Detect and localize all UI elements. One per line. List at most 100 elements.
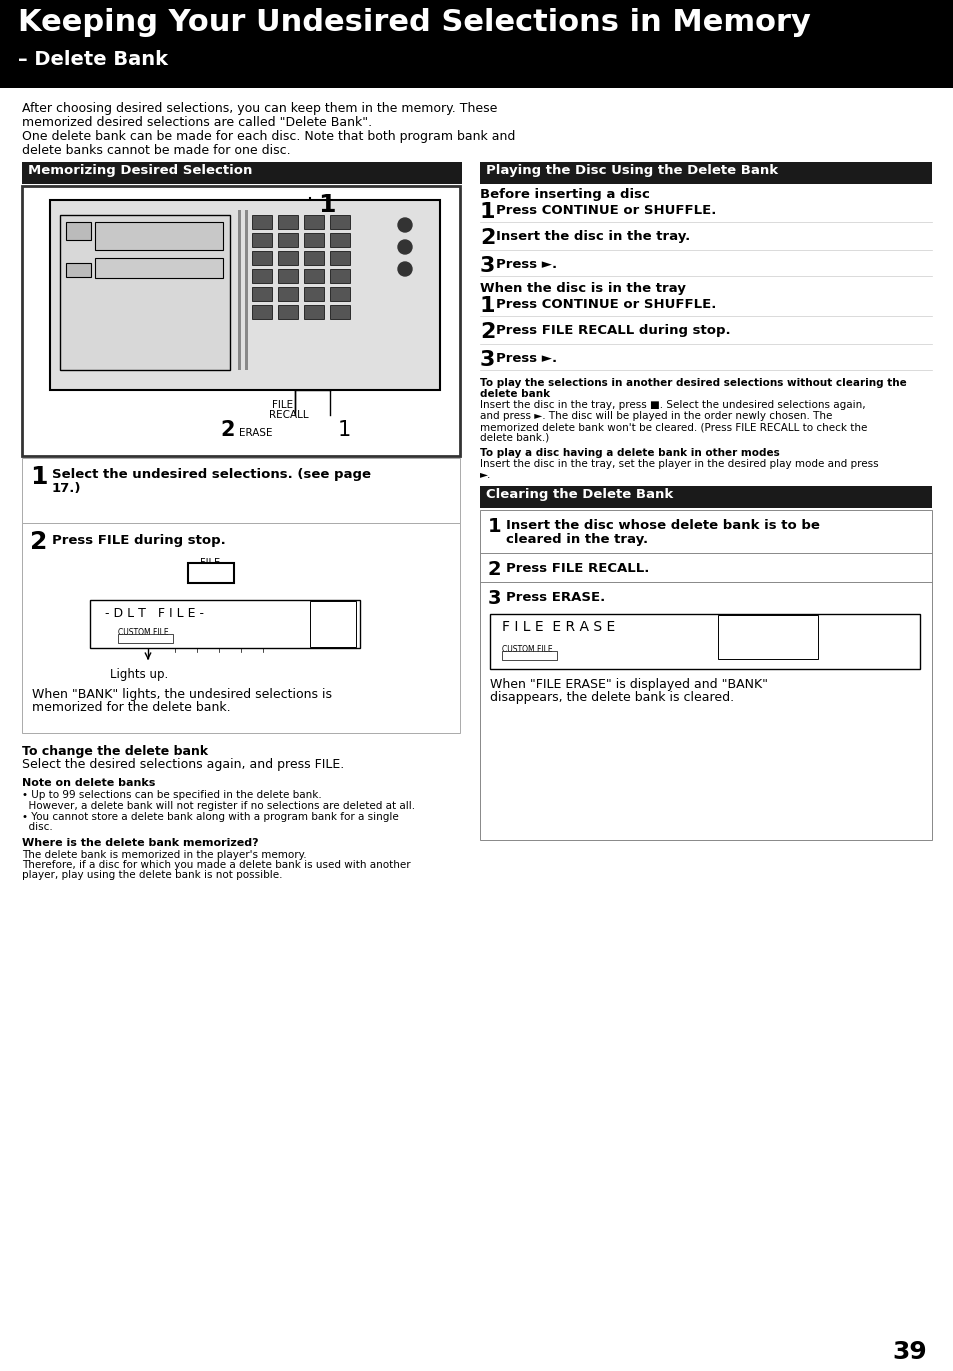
Bar [237,210,241,370]
Text: To change the delete bank: To change the delete bank [22,744,208,758]
Bar [304,215,324,229]
Text: Therefore, if a disc for which you made a delete bank is used with another: Therefore, if a disc for which you made … [22,860,410,871]
Bar [304,251,324,265]
Text: Press FILE RECALL during stop.: Press FILE RECALL during stop. [496,324,730,337]
Text: memorized delete bank won't be cleared. (Press FILE RECALL to check the: memorized delete bank won't be cleared. … [479,422,866,432]
Text: 9: 9 [334,616,338,625]
Text: 4: 4 [780,617,784,627]
Text: FILE: FILE [272,400,293,410]
Text: 7: 7 [740,633,744,642]
Text: • Up to 99 selections can be specified in the delete bank.: • Up to 99 selections can be specified i… [22,790,321,801]
Bar [188,563,233,583]
Text: F I L E  E R A S E: F I L E E R A S E [501,620,615,633]
Text: disc.: disc. [22,823,52,832]
Bar [277,304,297,319]
Text: and press ►. The disc will be played in the order newly chosen. The: and press ►. The disc will be played in … [479,411,832,421]
Bar [490,614,919,669]
Text: 6: 6 [312,616,316,625]
Text: Playing the Disc Using the Delete Bank: Playing the Disc Using the Delete Bank [485,165,778,177]
Text: Press FILE during stop.: Press FILE during stop. [52,533,226,547]
Bar [330,251,350,265]
Bar [501,651,557,659]
Text: Press CONTINUE or SHUFFLE.: Press CONTINUE or SHUFFLE. [496,204,716,217]
Text: Press CONTINUE or SHUFFLE.: Press CONTINUE or SHUFFLE. [496,298,716,311]
Bar [304,287,324,302]
Bar [330,287,350,302]
Bar [22,522,459,733]
Text: 5: 5 [345,603,350,611]
Bar [330,304,350,319]
Bar [22,162,461,184]
Text: • You cannot store a delete bank along with a program bank for a single: • You cannot store a delete bank along w… [22,812,398,823]
Text: 10: 10 [341,616,352,625]
Text: 2: 2 [479,228,495,248]
Text: - D L T   F I L E -: - D L T F I L E - [105,607,204,620]
Text: BANK: BANK [125,635,146,644]
Text: delete bank.): delete bank.) [479,433,549,443]
Text: memorized for the delete bank.: memorized for the delete bank. [32,701,231,714]
Bar [252,251,272,265]
Bar [22,186,459,457]
Text: 3: 3 [760,617,764,627]
Bar [718,616,817,659]
Text: When "FILE ERASE" is displayed and "BANK": When "FILE ERASE" is displayed and "BANK… [490,679,767,691]
Bar [95,258,223,278]
Bar [277,215,297,229]
Text: memorized desired selections are called "Delete Bank".: memorized desired selections are called … [22,117,372,129]
Text: 1: 1 [337,420,351,440]
Bar [479,162,931,184]
Bar [304,304,324,319]
Text: 1: 1 [317,193,335,217]
Text: One delete bank can be made for each disc. Note that both program bank and: One delete bank can be made for each dis… [22,130,515,143]
Bar [50,200,439,389]
Text: CUSTOM FILE: CUSTOM FILE [118,628,169,638]
Bar [60,215,230,370]
Text: Press ERASE.: Press ERASE. [505,591,604,605]
Text: Lights up.: Lights up. [110,668,168,681]
Circle shape [397,240,412,254]
Text: 3: 3 [479,350,495,370]
Bar [252,304,272,319]
Text: delete bank: delete bank [479,389,550,399]
Circle shape [397,218,412,232]
Bar [22,458,459,522]
Bar [304,269,324,282]
Text: 1: 1 [312,603,316,611]
Bar [277,287,297,302]
Text: 10: 10 [797,633,807,642]
Text: 6: 6 [720,633,724,642]
Text: FILE: FILE [200,558,220,568]
Text: When the disc is in the tray: When the disc is in the tray [479,282,685,295]
Text: 2: 2 [740,617,744,627]
Text: RECALL: RECALL [269,410,309,420]
Circle shape [397,262,412,276]
Bar [330,233,350,247]
Text: The delete bank is memorized in the player's memory.: The delete bank is memorized in the play… [22,850,306,860]
Bar [479,485,931,509]
Text: After choosing desired selections, you can keep them in the memory. These: After choosing desired selections, you c… [22,101,497,115]
Text: 2: 2 [479,322,495,341]
Bar [66,263,91,277]
Text: Where is the delete bank memorized?: Where is the delete bank memorized? [22,838,258,849]
Bar [252,233,272,247]
Text: 2: 2 [488,559,501,579]
Text: 4: 4 [334,603,338,611]
Text: Insert the disc in the tray.: Insert the disc in the tray. [496,230,690,243]
Text: ►.: ►. [479,470,491,480]
Bar [330,269,350,282]
Text: 1: 1 [30,465,48,489]
Text: Press FILE RECALL.: Press FILE RECALL. [505,562,649,574]
Text: Select the undesired selections. (see page: Select the undesired selections. (see pa… [52,468,371,481]
Bar [479,510,931,840]
Bar [90,600,359,648]
Text: Note on delete banks: Note on delete banks [22,777,155,788]
Text: 2: 2 [30,531,48,554]
Text: Press ►.: Press ►. [496,352,557,365]
Text: 3: 3 [479,256,495,276]
Text: 1: 1 [479,296,495,315]
Bar [277,233,297,247]
Text: disappears, the delete bank is cleared.: disappears, the delete bank is cleared. [490,691,734,703]
Bar [252,215,272,229]
Text: 17.): 17.) [52,483,81,495]
Bar [277,269,297,282]
